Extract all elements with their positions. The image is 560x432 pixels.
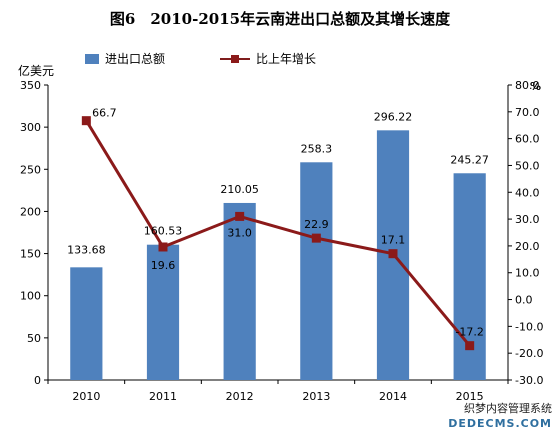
y-tick-label-left: 200	[20, 205, 41, 218]
legend-bar-swatch	[85, 54, 99, 64]
y-tick-label-right: 80.0	[515, 79, 540, 92]
y-tick-label-right: -30.0	[515, 374, 543, 387]
growth-point	[465, 341, 475, 351]
y-tick-label-left: 250	[20, 163, 41, 176]
y-tick-label-left: 100	[20, 290, 41, 303]
y-axis-left-label: 亿美元	[18, 64, 55, 78]
legend-label-growth: 比上年增长	[256, 52, 317, 66]
growth-point	[235, 211, 245, 221]
growth-line	[85, 119, 471, 347]
chart-title: 图6 2010-2015年云南进出口总额及其增长速度	[109, 10, 451, 28]
bar-data-label: 133.68	[67, 243, 106, 256]
y-tick-label-left: 50	[27, 332, 41, 345]
y-tick-label-right: 10.0	[515, 267, 540, 280]
bar	[70, 267, 103, 380]
line-data-label: 31.0	[227, 226, 252, 239]
legend-item-growth: 比上年增长	[220, 50, 316, 67]
y-tick-label-right: 20.0	[515, 240, 540, 253]
bar	[146, 244, 180, 380]
bar	[300, 162, 333, 380]
y-tick-label-right: 60.0	[515, 133, 540, 146]
y-tick-label-left: 150	[20, 248, 41, 261]
line-data-label: 17.1	[381, 234, 406, 247]
watermark-text: 织梦内容管理系统	[464, 402, 552, 415]
legend-label-total: 进出口总额	[105, 52, 166, 66]
y-tick-label-right: -20.0	[515, 347, 543, 360]
growth-point	[158, 242, 168, 252]
y-tick-label-right: 0.0	[515, 294, 533, 307]
x-tick-label: 2015	[456, 390, 484, 403]
x-tick-label: 2013	[302, 390, 330, 403]
legend-item-total: 进出口总额	[85, 50, 165, 67]
legend-line-swatch	[220, 54, 250, 64]
y-axis-right-label: %	[530, 80, 542, 93]
line-data-label: 66.7	[92, 107, 117, 120]
y-tick-label-left: 300	[20, 121, 41, 134]
bar-data-label: 210.05	[220, 183, 259, 196]
y-tick-label-right: 50.0	[515, 159, 540, 172]
y-tick-label-left: 0	[34, 374, 41, 387]
growth-point	[311, 233, 321, 243]
y-tick-label-right: 40.0	[515, 186, 540, 199]
x-tick-label: 2011	[149, 390, 177, 403]
y-tick-label-right: -10.0	[515, 320, 543, 333]
bar	[223, 202, 256, 380]
bar-data-label: 160.53	[144, 225, 183, 238]
x-tick-label: 2014	[379, 390, 407, 403]
growth-point	[81, 116, 91, 126]
bar-data-label: 296.22	[374, 110, 413, 123]
watermark-domain: DEDECMS.COM	[448, 417, 552, 430]
line-data-label: 22.9	[304, 218, 329, 231]
x-tick-label: 2010	[72, 390, 100, 403]
y-tick-label-left: 350	[20, 79, 41, 92]
line-data-label: -17.2	[455, 326, 483, 339]
y-tick-label-right: 30.0	[515, 213, 540, 226]
growth-point	[388, 249, 398, 259]
bar-data-label: 245.27	[450, 153, 489, 166]
bar-data-label: 258.3	[301, 142, 333, 155]
x-tick-label: 2012	[226, 390, 254, 403]
y-tick-label-right: 70.0	[515, 106, 540, 119]
line-data-label: 19.6	[151, 259, 176, 272]
